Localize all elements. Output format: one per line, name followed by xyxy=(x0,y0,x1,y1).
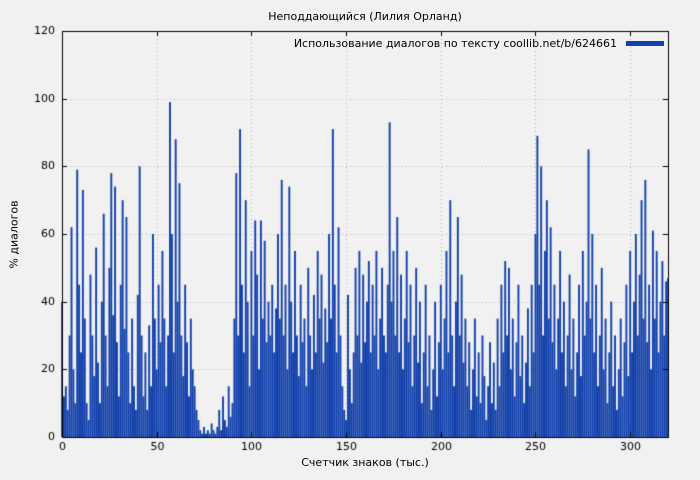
legend-label: Использование диалогов по тексту coollib… xyxy=(293,37,617,50)
chart-title: Неподдающийся (Лилия Орланд) xyxy=(268,10,462,23)
legend-swatch xyxy=(626,41,664,46)
legend: Использование диалогов по тексту coollib… xyxy=(294,37,664,50)
y-axis-label: % диалогов xyxy=(7,200,21,269)
x-axis-label: Счетчик знаков (тыс.) xyxy=(301,456,429,469)
